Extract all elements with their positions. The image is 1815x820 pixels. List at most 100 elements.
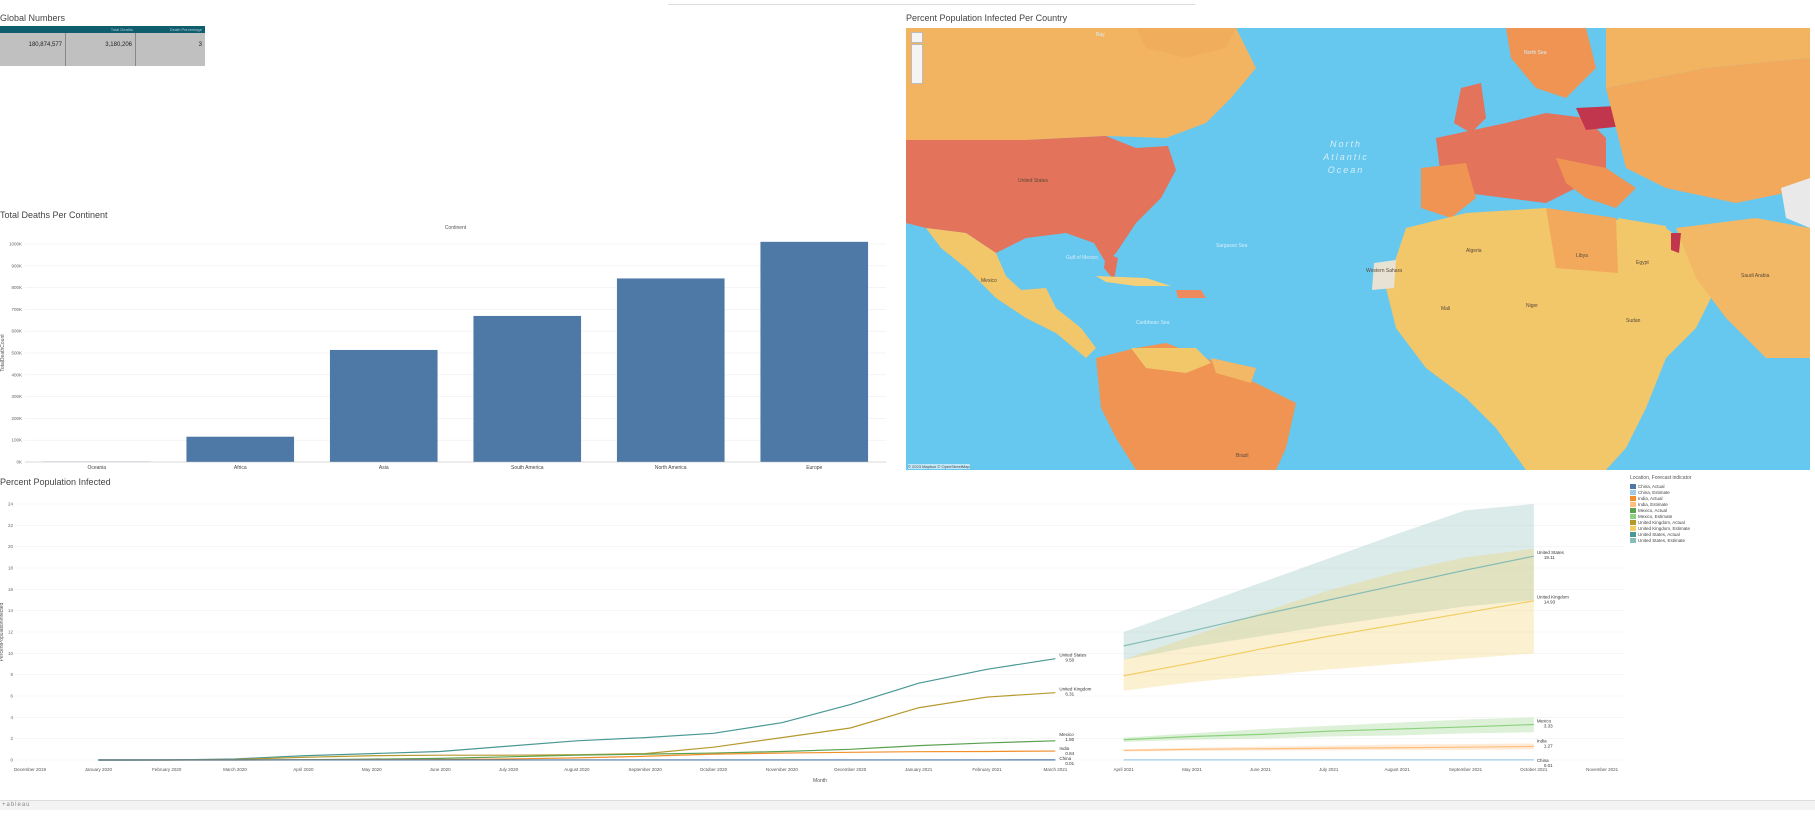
deaths-chart-title: Total Deaths Per Continent xyxy=(0,210,108,220)
x-tick-label: December 2020 xyxy=(834,767,867,772)
y-tick-label: 600K xyxy=(11,329,22,334)
end-label-value: 0.01 xyxy=(1065,761,1074,766)
legend-swatch xyxy=(1630,489,1636,495)
forecast-label-value: 19.11 xyxy=(1544,555,1555,560)
legend-swatch xyxy=(1630,507,1636,513)
uk-ireland-region xyxy=(1454,83,1486,133)
russia-north-region xyxy=(1606,28,1810,88)
y-tick-label: 0K xyxy=(16,460,22,465)
western-sahara-label: Western Sahara xyxy=(1366,268,1403,274)
legend-item[interactable]: India, Estimate xyxy=(1630,501,1810,507)
series-line-united-kingdom-actual xyxy=(98,692,1056,761)
legend-label: India, Actual xyxy=(1638,495,1663,501)
legend-label: India, Estimate xyxy=(1638,501,1668,507)
map-search-button[interactable] xyxy=(911,32,923,43)
israel-region xyxy=(1671,233,1681,253)
forecast-legend[interactable]: Location, Forecast indicator China, Actu… xyxy=(1630,475,1810,543)
y-axis-label: TotalDeathCount xyxy=(0,334,6,372)
western-sahara-region xyxy=(1372,260,1396,290)
legend-item[interactable]: Mexico, Estimate xyxy=(1630,513,1810,519)
forecast-band-united-kingdom-estimate xyxy=(1123,548,1534,691)
y-tick-label: 20 xyxy=(8,544,14,549)
global-numbers-table[interactable]: Total Deaths Death Percentage 180,874,57… xyxy=(0,26,205,66)
libya-region xyxy=(1546,208,1618,273)
end-label-name: United States xyxy=(1059,653,1087,658)
legend-item[interactable]: China, Estimate xyxy=(1630,489,1810,495)
y-tick-label: 10 xyxy=(8,651,14,656)
egypt-region xyxy=(1618,218,1671,273)
legend-label: China, Actual xyxy=(1638,483,1665,489)
legend-label: Mexico, Actual xyxy=(1638,507,1668,513)
western-europe-region xyxy=(1436,113,1606,203)
line-chart-title: Percent Population Infected xyxy=(0,477,111,487)
legend-item[interactable]: United States, Estimate xyxy=(1630,537,1810,543)
forecast-label-name: United States xyxy=(1537,550,1565,555)
libya-label: Libya xyxy=(1576,253,1588,259)
x-tick-label: September 2020 xyxy=(629,767,663,772)
legend-items: China, Actual China, Estimate India, Actua… xyxy=(1630,483,1810,543)
gulf-label: Gulf of Mexico xyxy=(1066,255,1098,261)
deaths-bar-chart[interactable]: Continent TotalDeathCount 0K 100K 200K 300K 40… xyxy=(0,220,895,475)
legend-item[interactable]: United States, Actual xyxy=(1630,531,1810,537)
legend-item[interactable]: United Kingdom, Estimate xyxy=(1630,525,1810,531)
end-label-value: 0.84 xyxy=(1065,751,1074,756)
legend-item[interactable]: India, Actual xyxy=(1630,495,1810,501)
world-map[interactable]: North Atlantic Ocean Gulf of Mexico Cari… xyxy=(906,28,1810,470)
y-tick-label: 14 xyxy=(8,608,14,613)
legend-item[interactable]: China, Actual xyxy=(1630,483,1810,489)
legend-swatch xyxy=(1630,537,1636,543)
algeria-label: Algeria xyxy=(1466,248,1482,254)
legend-item[interactable]: Mexico, Actual xyxy=(1630,507,1810,513)
y-tick-label: 1000K xyxy=(9,242,22,247)
north-atlantic-label: North Atlantic Ocean xyxy=(1296,138,1396,177)
infection-line-chart[interactable]: PercentPopulationInfected024681012141618… xyxy=(0,490,1815,798)
header-total-deaths: Total Deaths xyxy=(110,27,133,32)
x-tick-label: November 2021 xyxy=(1586,767,1619,772)
x-tick-label: March 2020 xyxy=(223,767,247,772)
hispaniola-region xyxy=(1176,290,1206,298)
legend-swatch xyxy=(1630,525,1636,531)
y-tick-label: 12 xyxy=(8,630,14,635)
legend-label: United States, Actual xyxy=(1638,531,1680,537)
scandinavia-region xyxy=(1506,28,1596,98)
x-tick-label: June 2020 xyxy=(430,767,452,772)
saudi-label: Saudi Arabia xyxy=(1741,273,1770,279)
y-tick-label: 900K xyxy=(11,263,22,268)
forecast-label-value: 3.33 xyxy=(1544,723,1553,728)
forecast-label-name: Mexico xyxy=(1537,718,1552,723)
x-tick-label: July 2021 xyxy=(1319,767,1339,772)
end-label-name: India xyxy=(1059,746,1069,751)
north-sea-label: North Sea xyxy=(1524,50,1547,56)
global-numbers-title: Global Numbers xyxy=(0,13,66,23)
x-tick-label: January 2021 xyxy=(905,767,933,772)
egypt-label: Egypt xyxy=(1636,260,1649,266)
y-tick-label: 300K xyxy=(11,394,22,399)
south-america-region xyxy=(1096,343,1296,470)
legend-label: United Kingdom, Estimate xyxy=(1638,525,1691,531)
forecast-label-name: United Kingdom xyxy=(1537,595,1569,600)
x-tick-label: May 2021 xyxy=(1182,767,1202,772)
legend-title: Location, Forecast indicator xyxy=(1630,475,1692,481)
x-tick-label: February 2021 xyxy=(972,767,1002,772)
end-label-value: 1.80 xyxy=(1065,737,1074,742)
header-total-cases xyxy=(0,26,66,33)
forecast-label-value: 1.27 xyxy=(1544,743,1553,748)
x-tick-label: October 2020 xyxy=(700,767,728,772)
x-tick-label: August 2021 xyxy=(1384,767,1410,772)
bar-europe xyxy=(760,241,869,462)
map-zoom-controls[interactable] xyxy=(911,44,923,84)
x-tick-label: November 2020 xyxy=(766,767,799,772)
y-tick-label: 22 xyxy=(8,523,14,528)
y-tick-label: 400K xyxy=(11,372,22,377)
series-line-united-kingdom-estimate xyxy=(1123,600,1534,677)
forecast-label-value: 14.93 xyxy=(1544,600,1556,605)
iberia-region xyxy=(1421,163,1476,218)
y-tick-label: 16 xyxy=(8,587,14,592)
tableau-brand[interactable]: +ableau xyxy=(2,802,31,808)
legend-swatch xyxy=(1630,519,1636,525)
legend-item[interactable]: United Kingdom, Actual xyxy=(1630,519,1810,525)
map-attribution[interactable]: © 2023 Mapbox © OpenStreetMap xyxy=(908,464,970,469)
legend-swatch xyxy=(1630,495,1636,501)
forecast-label-value: 0.01 xyxy=(1544,763,1553,768)
cuba-region xyxy=(1096,276,1171,286)
